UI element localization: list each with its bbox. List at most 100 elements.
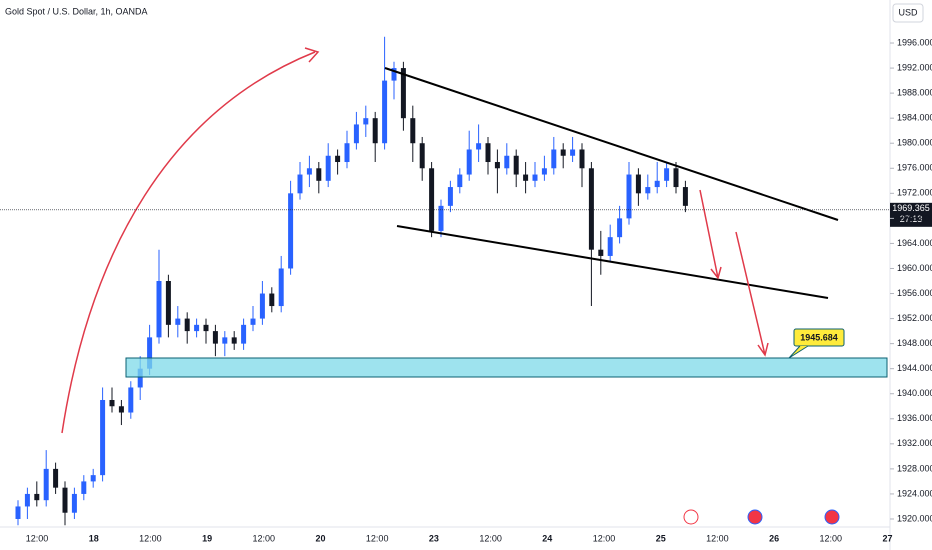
- candle-body: [15, 506, 21, 519]
- y-tick-label: 1936.000: [897, 413, 932, 423]
- countdown: 27:13: [900, 214, 923, 224]
- candle-body: [335, 155, 341, 163]
- candle-body: [635, 174, 641, 194]
- candle-body: [203, 324, 209, 332]
- candle-body: [62, 487, 68, 513]
- x-tick-label: 27: [882, 533, 892, 543]
- candle-body: [532, 174, 538, 181]
- candle-body: [100, 399, 106, 476]
- candle-body: [513, 155, 519, 175]
- y-tick-label: 1976.000: [897, 163, 932, 173]
- x-tick-label: 12:00: [593, 533, 616, 543]
- currency-button[interactable]: [892, 3, 924, 23]
- candle-body: [551, 149, 557, 169]
- candle-body: [325, 155, 331, 181]
- candle-body: [278, 268, 284, 307]
- lower-trendline: [396, 225, 829, 299]
- target-callout-pointer: [788, 345, 809, 359]
- x-tick-label: 12:00: [26, 533, 49, 543]
- candle-body: [231, 337, 237, 344]
- candle-body: [212, 331, 218, 344]
- event-icon[interactable]: [824, 509, 840, 525]
- candle-body: [664, 168, 670, 181]
- candle-body: [109, 399, 115, 407]
- candle-body: [541, 168, 547, 175]
- candle-body: [682, 187, 688, 206]
- candle-body: [570, 149, 576, 156]
- last-price-label: 1969.365: [892, 203, 930, 213]
- candle-body: [447, 187, 453, 206]
- candle-body: [560, 149, 566, 156]
- candle-body: [43, 468, 49, 501]
- y-tick-label: 1996.000: [897, 37, 932, 47]
- curved-arrow-head: [304, 47, 320, 63]
- y-tick-label: 1992.000: [897, 62, 932, 72]
- y-tick-label: 1940.000: [897, 388, 932, 398]
- candle-body: [588, 168, 594, 250]
- candle-body: [626, 174, 632, 219]
- y-tick-label: 1988.000: [897, 88, 932, 98]
- candle-body: [184, 318, 190, 332]
- candle-body: [297, 174, 303, 194]
- down-arrow: [735, 231, 769, 357]
- candle-body: [504, 155, 510, 169]
- y-tick-label: 1944.000: [897, 363, 932, 373]
- candle-body: [645, 187, 651, 194]
- x-tick-label: 25: [656, 533, 666, 543]
- candle-body: [194, 324, 200, 332]
- candle-body: [607, 237, 613, 256]
- candle-body: [165, 281, 171, 325]
- candle-body: [306, 168, 312, 175]
- currency-label: USD: [898, 7, 918, 17]
- x-tick-label: 20: [315, 533, 325, 543]
- candle-body: [71, 493, 77, 513]
- y-tick-label: 1968.000: [897, 213, 932, 223]
- x-tick-label: 12:00: [706, 533, 729, 543]
- y-tick-label: 1952.000: [897, 313, 932, 323]
- candle-body: [269, 293, 275, 307]
- down-arrow: [699, 189, 722, 280]
- curved-arrow: [61, 51, 316, 434]
- candle-body: [241, 324, 247, 344]
- event-icon[interactable]: [747, 509, 763, 525]
- candle-body: [598, 249, 604, 256]
- chart-title: Gold Spot / U.S. Dollar, 1h, OANDA: [5, 6, 148, 16]
- candle-body: [438, 205, 444, 231]
- candle-body: [34, 493, 40, 501]
- candle-body: [118, 406, 124, 413]
- candle-body: [353, 124, 359, 144]
- candle-body: [128, 387, 134, 413]
- candle-body: [485, 143, 491, 163]
- x-tick-label: 12:00: [253, 533, 276, 543]
- y-tick-label: 1984.000: [897, 113, 932, 123]
- y-tick-label: 1924.000: [897, 488, 932, 498]
- event-icon[interactable]: [683, 509, 699, 525]
- candle-body: [316, 168, 322, 181]
- candle-body: [494, 162, 500, 169]
- candle-body: [654, 180, 660, 188]
- y-tick-label: 1980.000: [897, 138, 932, 148]
- y-tick-label: 1972.000: [897, 188, 932, 198]
- candle-body: [53, 468, 59, 488]
- candle-body: [523, 174, 529, 181]
- candle-body: [81, 481, 87, 494]
- upper-trendline: [384, 67, 839, 221]
- y-tick-label: 1920.000: [897, 513, 932, 523]
- candle-body: [156, 281, 162, 338]
- candle-body: [344, 143, 350, 163]
- candle-body: [429, 168, 435, 231]
- candle-body: [382, 80, 388, 144]
- candle-body: [419, 143, 425, 169]
- target-callout: [793, 328, 845, 347]
- candle-body: [175, 318, 181, 325]
- candle-body: [476, 143, 482, 150]
- support-zone: [125, 357, 888, 378]
- candle-body: [410, 118, 416, 144]
- candle-body: [90, 475, 96, 482]
- y-tick-label: 1948.000: [897, 338, 932, 348]
- x-tick-label: 19: [202, 533, 212, 543]
- y-tick-label: 1932.000: [897, 438, 932, 448]
- candle-body: [24, 493, 30, 507]
- candle-body: [579, 149, 585, 169]
